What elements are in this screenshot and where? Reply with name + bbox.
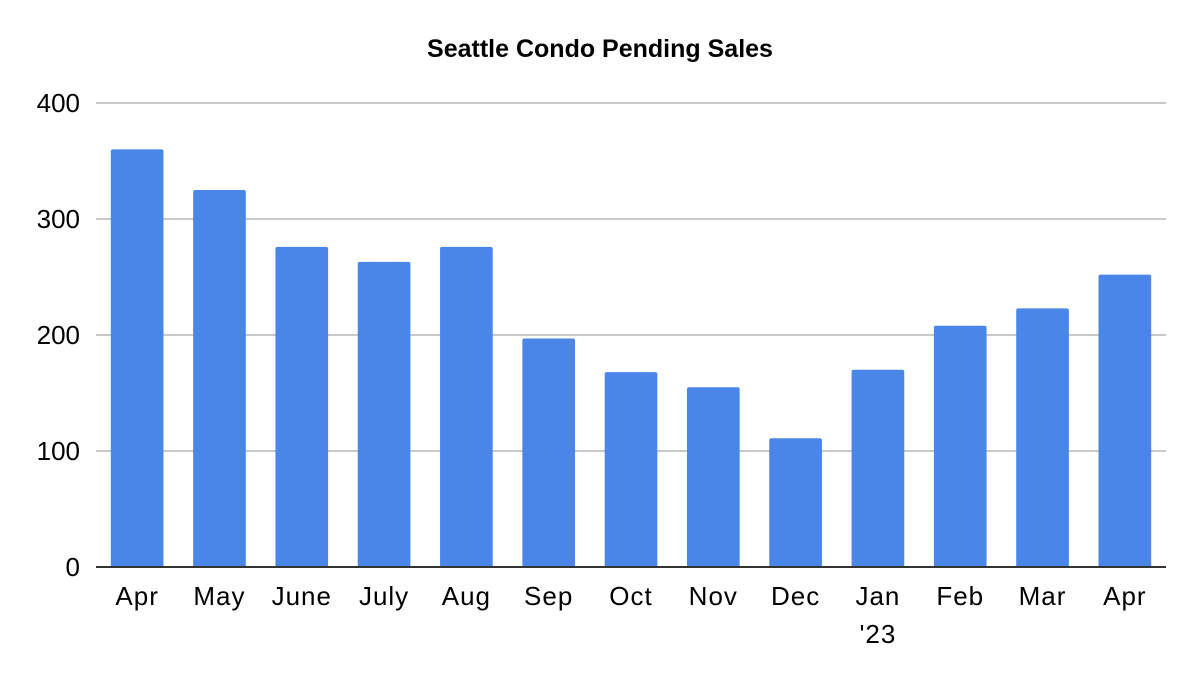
x-axis-category-labels: Apr May June July Aug Sep Oct Nov Dec Jan '23 Feb Ma… (115, 581, 1146, 649)
x-tick-label: Oct (609, 581, 652, 611)
y-tick-label: 300 (37, 204, 80, 234)
x-tick-label: Apr (1103, 581, 1146, 611)
x-tick-label: Dec (771, 581, 820, 611)
bar (1098, 274, 1152, 567)
bar (440, 246, 493, 567)
y-tick-label: 200 (37, 320, 80, 350)
x-tick-label: Feb (936, 581, 984, 611)
bar (275, 246, 329, 567)
bar (110, 149, 164, 567)
x-tick-label: Apr (115, 581, 158, 611)
y-tick-label: 100 (37, 436, 80, 466)
x-tick-label: June (272, 581, 332, 611)
bar (193, 190, 246, 567)
bar (1016, 308, 1069, 567)
x-tick-sublabel: '23 (859, 619, 896, 649)
bar (522, 338, 576, 567)
bar (357, 261, 411, 567)
x-tick-label: Sep (524, 581, 573, 611)
y-axis-tick-labels: 0 100 200 300 400 (37, 88, 80, 582)
bars (110, 149, 1152, 567)
x-tick-label: Jan (855, 581, 900, 611)
bar (686, 387, 740, 567)
y-tick-label: 400 (37, 88, 80, 118)
bar (933, 325, 987, 567)
y-tick-label: 0 (66, 552, 80, 582)
x-tick-label: Mar (1019, 581, 1067, 611)
chart-title: Seattle Condo Pending Sales (427, 35, 773, 63)
bar (851, 369, 905, 567)
x-tick-label: May (193, 581, 245, 611)
x-tick-label: Aug (442, 581, 491, 611)
bar (769, 438, 822, 567)
bar (604, 372, 658, 567)
x-tick-label: Nov (689, 581, 738, 611)
x-tick-label: July (359, 581, 409, 611)
